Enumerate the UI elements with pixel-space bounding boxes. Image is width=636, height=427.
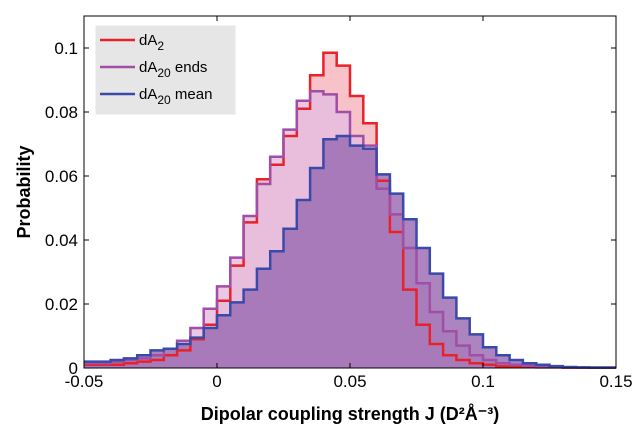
legend-entry-1: dA20 ends [139,59,207,80]
series-outline-0 [84,51,616,369]
x-axis: -0.05 0 0.05 0.1 0.15 [65,16,633,391]
x-tick-label: -0.05 [65,372,104,391]
series-fill-2 [84,136,616,368]
legend-entry-0: dA2 [139,32,164,53]
y-tick-label: 0.06 [45,167,78,186]
y-tick-label: 0.1 [54,39,78,58]
series-outline-2 [84,134,616,369]
y-axis: 0 0.02 0.04 0.06 0.08 0.1 [45,39,616,378]
legend-entry-2: dA20 mean [139,86,212,107]
y-tick-label: 0 [69,359,78,378]
y-tick-label: 0.08 [45,103,78,122]
x-tick-label: 0.1 [471,372,495,391]
y-tick-label: 0.02 [45,295,78,314]
x-tick-label: 0 [212,372,221,391]
x-tick-label: 0.05 [333,372,366,391]
legend: dA2 dA20 ends dA20 mean [94,24,237,116]
y-axis-label: Probability [14,145,34,238]
x-tick-label: 0.15 [599,372,632,391]
x-axis-label: Dipolar coupling strength J (D²Å⁻³) [201,404,500,424]
histogram-outlines [84,51,616,369]
y-tick-label: 0.04 [45,231,78,250]
